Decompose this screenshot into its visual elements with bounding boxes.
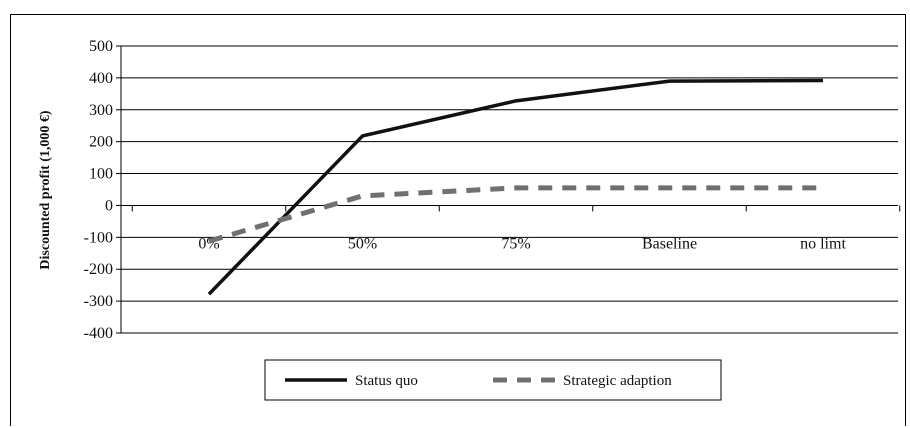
axes <box>116 45 901 334</box>
x-tick-label: 75% <box>501 235 530 252</box>
chart-frame <box>10 14 906 426</box>
y-tick-label: 200 <box>89 134 113 151</box>
series-line-1 <box>208 185 823 244</box>
y-tick-label: 100 <box>89 166 113 183</box>
series-line-0 <box>207 78 824 296</box>
legend-label-1: Strategic adaption <box>563 373 672 389</box>
x-tick-labels: 0% 50% 75% Baseline no limt <box>198 235 846 252</box>
series-lines <box>207 78 824 296</box>
y-tick-label: -200 <box>84 261 113 278</box>
y-tick-label: 500 <box>89 38 113 55</box>
y-tick-labels: 500 400 300 200 100 0 -100 -200 -300 -400 <box>84 38 113 342</box>
y-tick-label: 300 <box>89 102 113 119</box>
legend-items: Status quo Strategic adaption <box>285 373 672 389</box>
y-tick-label: 400 <box>89 70 113 87</box>
y-tick-label: -400 <box>84 325 113 342</box>
legend-label-0: Status quo <box>355 373 418 389</box>
x-tick-label: 50% <box>348 235 377 252</box>
y-axis-label: Discounted profit (1,000 €) <box>38 110 53 270</box>
grid-lines <box>121 45 898 334</box>
legend-box <box>264 359 722 401</box>
y-tick-label: 0 <box>105 197 113 214</box>
y-tick-label: -300 <box>84 293 113 310</box>
x-tick-label: Baseline <box>642 235 697 252</box>
legend: Status quo Strategic adaption <box>264 359 722 401</box>
y-tick-label: -100 <box>84 229 113 246</box>
x-tick-label: no limt <box>800 235 846 252</box>
